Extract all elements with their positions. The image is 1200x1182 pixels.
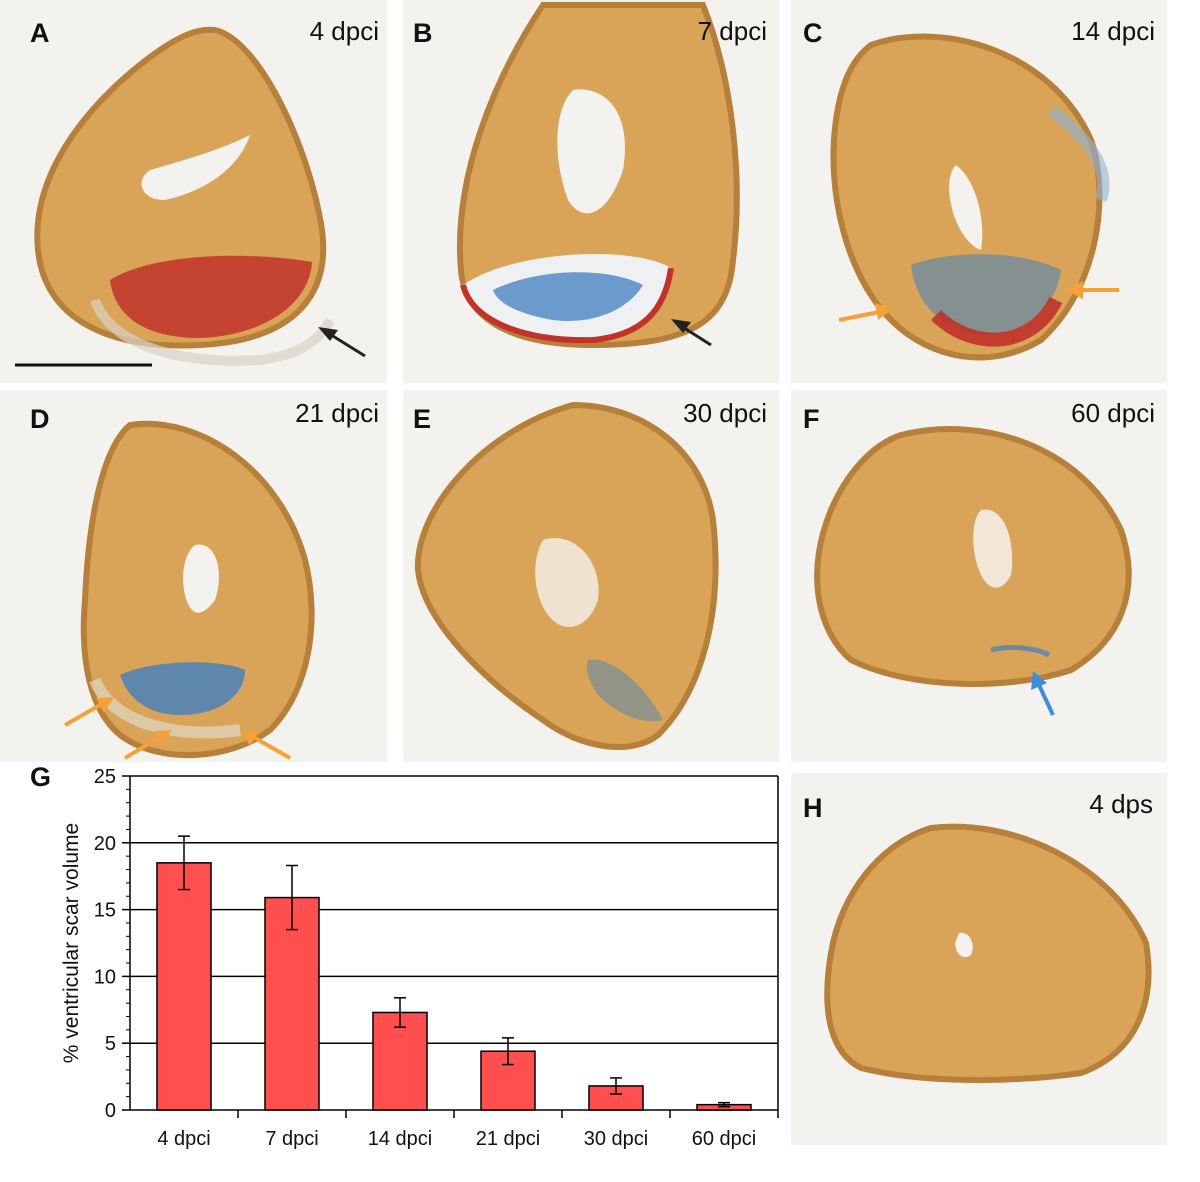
y-tick-label: 15: [94, 900, 116, 922]
heart-section-b: [457, 1, 740, 349]
heart-section-f: [814, 426, 1132, 687]
x-tick-label: 7 dpci: [265, 1128, 318, 1150]
panel-d: D 21 dpci: [0, 390, 387, 762]
x-tick-label: 60 dpci: [692, 1128, 757, 1150]
bar: [264, 896, 320, 1111]
panel-label: D: [30, 404, 50, 434]
panel-c: C 14 dpci: [791, 0, 1167, 383]
panel-h: H 4 dps: [791, 773, 1167, 1145]
timepoint-label: 7 dpci: [697, 16, 767, 46]
heart-section-h: [824, 823, 1152, 1083]
bar-chart: 0 5 10 15 20 25 4 dpci 7 dpci 14 dpci 21 dpci 30 d…: [60, 766, 779, 1150]
panel-label: C: [803, 18, 823, 48]
x-tick-label: 4 dpci: [157, 1128, 210, 1150]
panel-a: A 4 dpci: [0, 0, 387, 383]
arrow-icon: [15, 327, 366, 367]
arrow-icon: [838, 281, 1119, 322]
panel-e: E 30 dpci: [403, 390, 779, 762]
y-tick-label: 5: [105, 1033, 116, 1055]
y-tick-label: 10: [94, 966, 116, 988]
panel-label: G: [30, 762, 52, 792]
panel-label: B: [413, 18, 433, 48]
bar: [372, 1011, 428, 1111]
panel-f: F 60 dpci: [791, 390, 1167, 762]
bar: [156, 862, 212, 1111]
timepoint-label: 60 dpci: [1071, 398, 1155, 428]
heart-section-a: [34, 26, 335, 366]
timepoint-label: 4 dpci: [309, 16, 379, 46]
timepoint-label: 4 dps: [1089, 789, 1153, 819]
x-tick-label: 30 dpci: [584, 1128, 649, 1150]
x-tick-label: 21 dpci: [476, 1128, 541, 1150]
arrow-icon: [64, 697, 291, 760]
x-tick-label: 14 dpci: [368, 1128, 433, 1150]
arrow-icon: [671, 319, 712, 347]
y-tick-label: 25: [94, 766, 116, 788]
y-tick-label: 0: [105, 1100, 116, 1122]
y-axis-label: % ventricular scar volume: [60, 823, 83, 1063]
bar: [588, 1085, 644, 1111]
heart-section-e: [414, 401, 719, 750]
arrow-icon: [1031, 671, 1055, 716]
panel-label: E: [413, 404, 432, 434]
y-tick-label: 20: [94, 833, 116, 855]
panel-label: H: [803, 793, 823, 823]
heart-section-d: [80, 420, 315, 759]
panel-b: B 7 dpci: [403, 0, 779, 383]
timepoint-label: 21 dpci: [295, 398, 379, 428]
timepoint-label: 14 dpci: [1071, 16, 1155, 46]
panel-label: A: [30, 18, 50, 48]
timepoint-label: 30 dpci: [683, 398, 767, 428]
heart-section-c: [830, 33, 1110, 361]
panel-g-chart: G 0 5 10 15 20 25 4 dpci 7 dpci 14 dpci 21 dpci 30…: [0, 760, 790, 1182]
panel-label: F: [803, 404, 820, 434]
